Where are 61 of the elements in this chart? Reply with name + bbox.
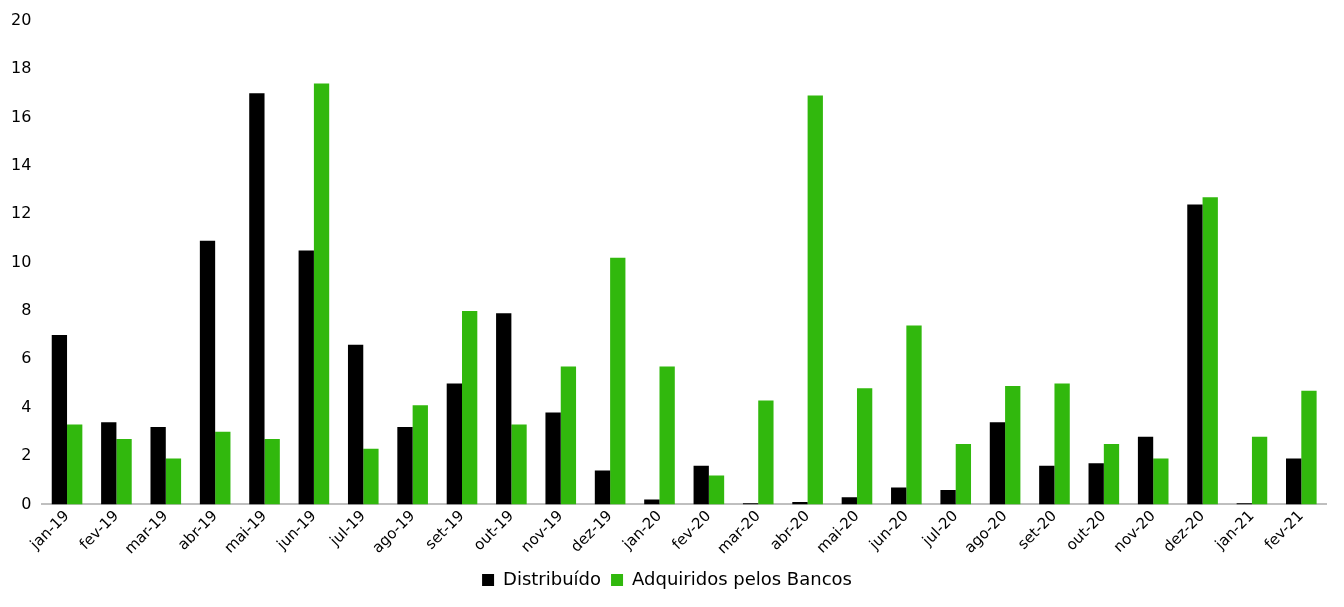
bar bbox=[545, 412, 561, 505]
bar bbox=[1088, 463, 1104, 505]
bar bbox=[891, 487, 907, 505]
y-tick-label: 2 bbox=[21, 445, 32, 465]
bar bbox=[1137, 436, 1154, 505]
bar bbox=[215, 431, 231, 505]
y-tick-label: 8 bbox=[21, 300, 32, 320]
bar bbox=[1103, 443, 1120, 505]
y-tick-label: 16 bbox=[11, 106, 32, 126]
bar bbox=[101, 422, 117, 505]
y-tick-label: 18 bbox=[11, 58, 32, 78]
bar bbox=[560, 366, 577, 505]
bar bbox=[165, 458, 182, 505]
bar bbox=[1187, 204, 1203, 505]
bar bbox=[264, 439, 280, 505]
bar bbox=[856, 388, 873, 505]
y-tick-label: 0 bbox=[21, 493, 32, 513]
bar bbox=[347, 344, 364, 505]
bar bbox=[249, 93, 265, 505]
bar bbox=[496, 313, 512, 505]
y-tick-label: 20 bbox=[11, 9, 32, 29]
legend-label: Adquiridos pelos Bancos bbox=[632, 567, 852, 589]
bar bbox=[397, 427, 413, 505]
bar bbox=[989, 422, 1006, 505]
bar bbox=[659, 366, 675, 505]
bar bbox=[906, 325, 922, 505]
y-tick-label: 12 bbox=[11, 203, 32, 223]
bar bbox=[511, 424, 527, 505]
bar bbox=[693, 465, 709, 505]
bar bbox=[199, 240, 216, 505]
bar bbox=[610, 257, 626, 505]
y-tick-label: 14 bbox=[11, 154, 32, 174]
bar bbox=[67, 424, 83, 505]
bar bbox=[594, 470, 611, 505]
bar bbox=[1054, 383, 1070, 505]
bar bbox=[116, 439, 132, 505]
y-tick-label: 4 bbox=[21, 396, 32, 416]
bar bbox=[1202, 197, 1218, 505]
legend-label: Distribuído bbox=[503, 567, 602, 589]
bar bbox=[955, 443, 972, 505]
bar bbox=[51, 335, 68, 505]
bar bbox=[298, 250, 314, 505]
bar bbox=[462, 310, 478, 505]
bar bbox=[313, 83, 330, 505]
bar bbox=[1301, 390, 1317, 505]
bar bbox=[807, 95, 823, 505]
bar bbox=[1153, 458, 1169, 505]
bar bbox=[1251, 436, 1268, 505]
bar bbox=[446, 383, 463, 505]
bar bbox=[758, 400, 774, 505]
bar bbox=[1005, 385, 1021, 505]
bar bbox=[412, 405, 428, 505]
bar bbox=[1286, 458, 1302, 505]
bar bbox=[841, 497, 857, 505]
bar bbox=[363, 448, 379, 505]
bar bbox=[708, 475, 725, 505]
y-tick-label: 10 bbox=[11, 251, 32, 271]
y-tick-label: 6 bbox=[21, 348, 32, 368]
bar bbox=[150, 427, 166, 505]
bar bbox=[1039, 465, 1055, 505]
bar bbox=[940, 489, 956, 505]
